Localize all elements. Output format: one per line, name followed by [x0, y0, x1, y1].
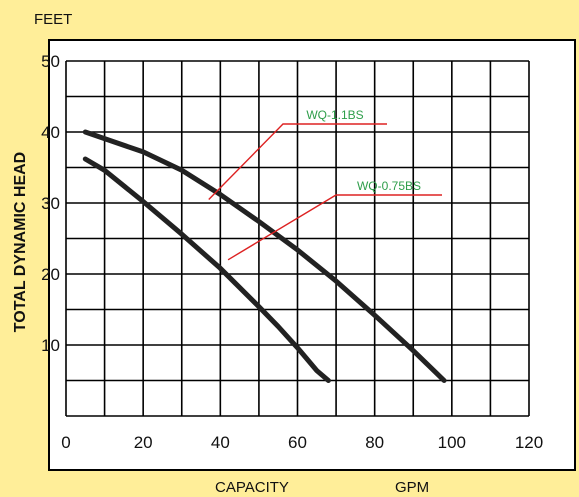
annotation-leader-line: [208, 123, 387, 200]
x-tick-label: 40: [211, 433, 230, 452]
chart-tick-labels: 0 20 40 60 80 100 120 10 20 30 40 50: [41, 52, 543, 452]
x-tick-label: 100: [438, 433, 466, 452]
curve-wq-1-1bs: [82, 129, 447, 383]
x-tick-label: 60: [288, 433, 307, 452]
x-axis-title: CAPACITY: [215, 479, 289, 496]
y-axis-unit-label: FEET: [34, 11, 72, 28]
annotation-label: WQ-0.75BS: [357, 179, 421, 193]
chart-curves: [82, 129, 447, 383]
chart-annotations: WQ-1.1BS WQ-0.75BS: [208, 108, 442, 261]
annotation-label: WQ-1.1BS: [306, 108, 363, 122]
y-tick-label: 50: [41, 52, 60, 71]
y-tick-label: 20: [41, 265, 60, 284]
chart-grid: [65, 60, 530, 417]
y-tick-label: 10: [41, 336, 60, 355]
x-axis-unit-label: GPM: [395, 479, 429, 496]
y-tick-label: 30: [41, 194, 60, 213]
y-axis-title: TOTAL DYNAMIC HEAD: [12, 152, 29, 332]
x-tick-label: 80: [365, 433, 384, 452]
chart-frame: [48, 39, 576, 471]
y-tick-label: 40: [41, 123, 60, 142]
x-tick-label: 120: [515, 433, 543, 452]
x-tick-label: 0: [61, 433, 70, 452]
x-tick-label: 20: [134, 433, 153, 452]
curve-wq-0-75bs: [82, 156, 331, 383]
annotation-leader-line: [227, 194, 442, 261]
